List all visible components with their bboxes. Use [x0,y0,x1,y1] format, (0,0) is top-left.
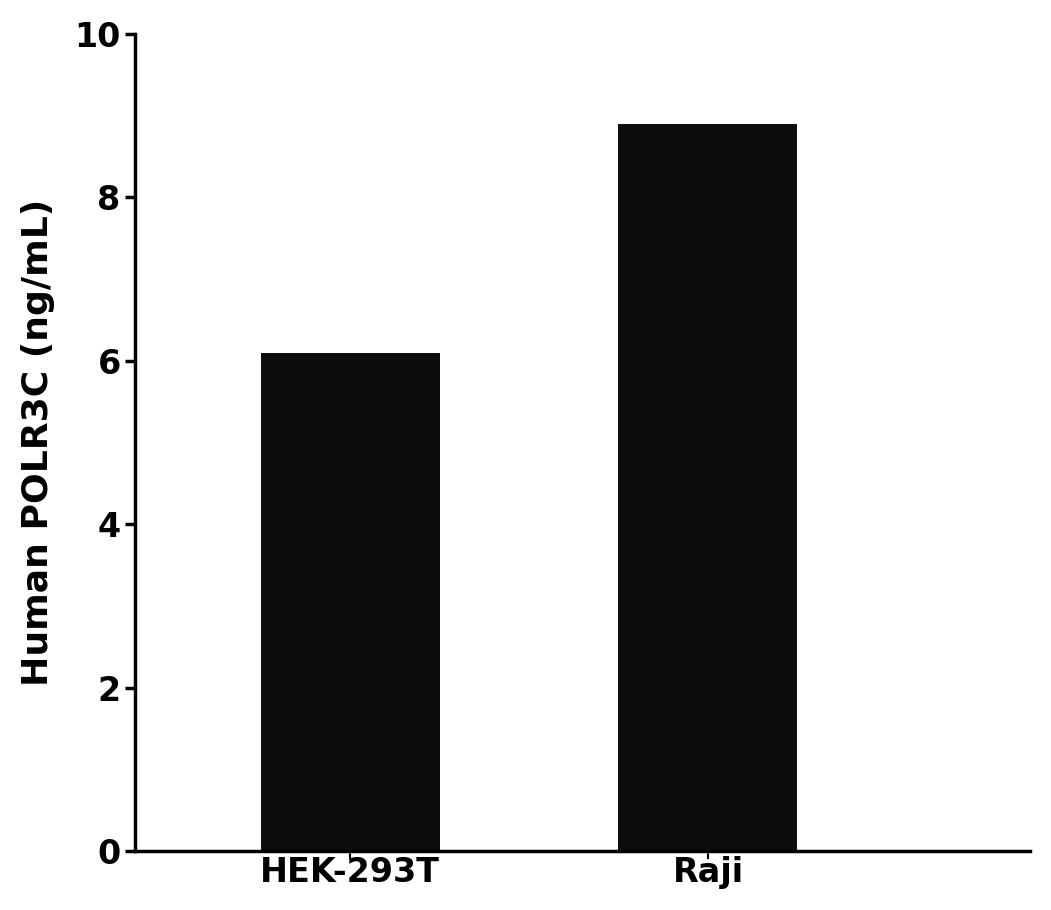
Bar [618,124,798,852]
Y-axis label: Human POLR3C (ng/mL): Human POLR3C (ng/mL) [21,199,55,686]
Bar [261,353,439,852]
